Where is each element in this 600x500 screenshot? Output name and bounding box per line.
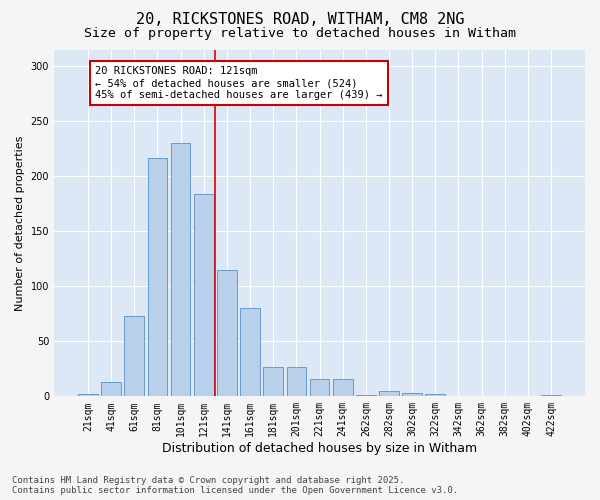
Bar xyxy=(240,308,260,396)
X-axis label: Distribution of detached houses by size in Witham: Distribution of detached houses by size … xyxy=(162,442,477,455)
Y-axis label: Number of detached properties: Number of detached properties xyxy=(15,136,25,311)
Bar xyxy=(171,144,190,396)
Bar xyxy=(78,394,98,396)
Text: 20 RICKSTONES ROAD: 121sqm
← 54% of detached houses are smaller (524)
45% of sem: 20 RICKSTONES ROAD: 121sqm ← 54% of deta… xyxy=(95,66,382,100)
Bar xyxy=(333,378,353,396)
Bar xyxy=(402,393,422,396)
Bar xyxy=(194,194,214,396)
Bar xyxy=(425,394,445,396)
Bar xyxy=(101,382,121,396)
Text: Size of property relative to detached houses in Witham: Size of property relative to detached ho… xyxy=(84,28,516,40)
Text: 20, RICKSTONES ROAD, WITHAM, CM8 2NG: 20, RICKSTONES ROAD, WITHAM, CM8 2NG xyxy=(136,12,464,28)
Bar xyxy=(148,158,167,396)
Text: Contains HM Land Registry data © Crown copyright and database right 2025.
Contai: Contains HM Land Registry data © Crown c… xyxy=(12,476,458,495)
Bar xyxy=(217,270,237,396)
Bar xyxy=(356,395,376,396)
Bar xyxy=(379,391,399,396)
Bar xyxy=(310,378,329,396)
Bar xyxy=(124,316,144,396)
Bar xyxy=(263,366,283,396)
Bar xyxy=(287,366,306,396)
Bar xyxy=(541,395,561,396)
